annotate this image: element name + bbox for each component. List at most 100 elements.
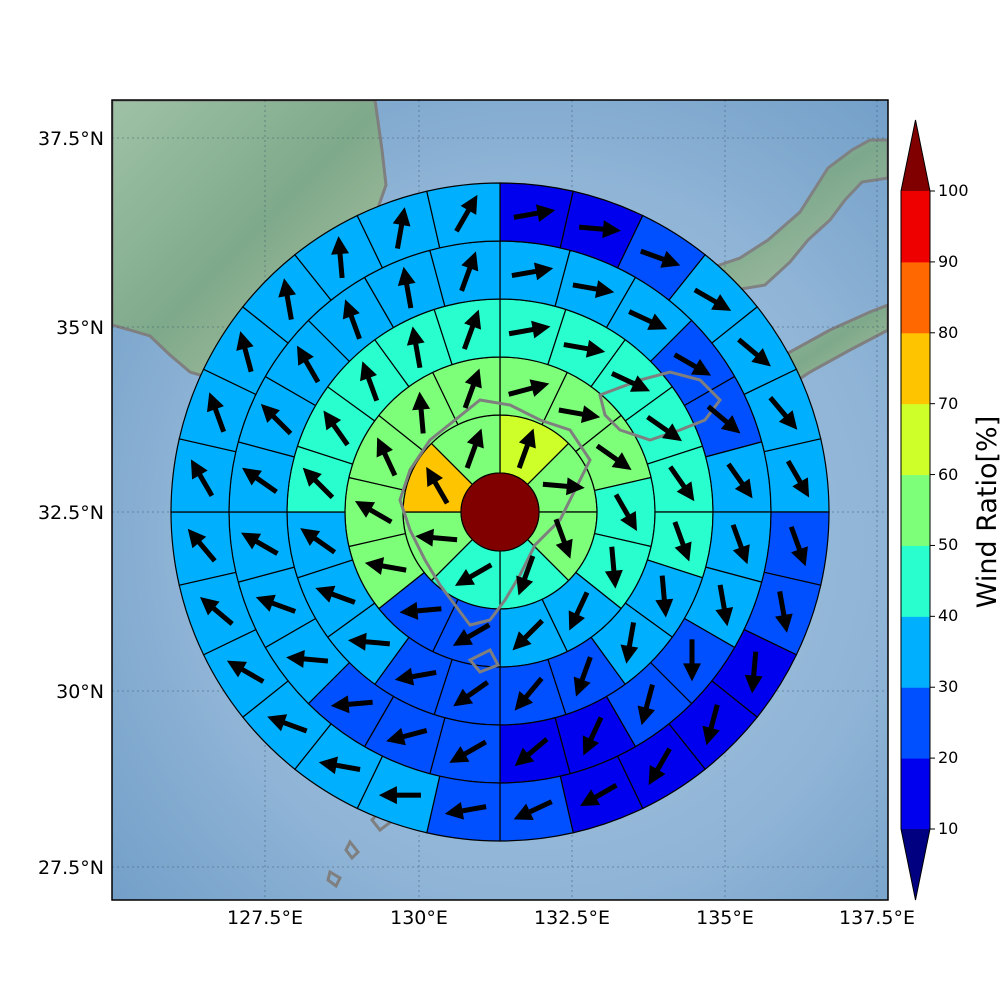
colorbar-tick-label: 80 <box>938 323 958 342</box>
lon-tick-label: 132.5°E <box>534 907 610 929</box>
wind-arrow <box>514 676 544 711</box>
wind-arrow <box>572 280 615 298</box>
wind-arrow <box>360 361 380 402</box>
map-frame <box>111 99 889 901</box>
wind-arrow <box>737 337 771 367</box>
wind-arrow <box>516 555 536 596</box>
wind-arrow <box>297 345 321 384</box>
colorbar-segment <box>901 403 930 476</box>
wind-arrow <box>573 656 593 697</box>
lon-tick-label: 135°E <box>696 907 754 929</box>
wind-arrow <box>702 704 720 746</box>
colorbar-tick-label: 100 <box>938 181 969 200</box>
map-area[interactable] <box>112 100 888 900</box>
wind-arrow <box>655 575 674 618</box>
wind-arrow <box>516 428 536 469</box>
wind-arrow <box>682 639 701 682</box>
wind-arrow <box>514 737 549 767</box>
lat-tick-label: 32.5°N <box>38 502 104 524</box>
latitude-axis: 37.5°N 35°N 32.5°N 30°N 27.5°N <box>38 128 104 879</box>
wind-arrow <box>318 756 361 775</box>
wind-arrow <box>255 594 297 614</box>
wind-arrow <box>354 501 393 525</box>
wind-arrow <box>187 528 217 563</box>
wind-arrow <box>785 459 810 498</box>
wind-arrow <box>347 632 391 651</box>
lat-tick-label: 37.5°N <box>38 128 104 150</box>
wind-arrow <box>406 326 425 369</box>
wind-arrow <box>730 523 750 565</box>
wind-arrow <box>278 278 297 320</box>
wind-arrow <box>415 528 458 547</box>
wind-arrow <box>568 591 590 631</box>
lat-tick-label: 27.5°N <box>38 857 104 879</box>
colorbar-tick-label: 40 <box>938 606 958 625</box>
center-disc <box>460 472 540 552</box>
wind-arrow <box>226 660 265 684</box>
wind-arrow <box>508 320 551 339</box>
wind-arrow <box>628 309 668 330</box>
wind-arrow <box>668 465 695 502</box>
colorbar-min-extend <box>901 829 930 900</box>
wind-arrow <box>459 251 479 292</box>
wind-arrow <box>399 601 442 620</box>
wind-arrow <box>453 680 490 707</box>
wind-arrow <box>342 299 362 340</box>
colorbar-title: Wind Ratio[%] <box>972 416 1000 608</box>
colorbar-segment <box>901 191 930 263</box>
wind-arrow <box>426 466 450 505</box>
lon-tick-label: 137.5°E <box>839 907 915 929</box>
wind-arrow <box>444 801 487 820</box>
wind-arrow <box>610 371 651 392</box>
wind-arrow <box>241 532 279 556</box>
wind-arrow <box>553 518 573 559</box>
wind-arrow <box>330 695 373 714</box>
colorbar-tick-label: 90 <box>938 252 958 271</box>
wind-arrow <box>315 585 356 605</box>
colorbar-segment <box>901 261 930 334</box>
colorbar-tick-label: 70 <box>938 394 958 413</box>
wind-arrow <box>563 339 606 358</box>
wind-arrow <box>604 546 623 589</box>
wind-arrow <box>267 714 308 734</box>
wind-arrow <box>613 493 637 532</box>
wind-arrow <box>726 462 753 499</box>
colorbar <box>900 119 935 901</box>
wind-arrow <box>637 684 655 726</box>
wind-arrow <box>513 799 553 820</box>
colorbar-segment <box>901 758 930 830</box>
wind-arrow <box>558 405 601 424</box>
wind-arrow <box>508 379 550 397</box>
colorbar-tick-label: 30 <box>938 677 958 696</box>
wind-arrow <box>788 525 808 567</box>
wind-arrow <box>331 236 350 279</box>
colorbar-segment <box>901 332 930 405</box>
wind-arrow <box>286 650 329 668</box>
colorbar-segment <box>901 545 930 617</box>
colorbar-segment <box>901 687 930 759</box>
wind-arrow <box>462 368 482 409</box>
wind-arrow <box>397 266 416 309</box>
wind-arrow <box>378 786 421 805</box>
lon-tick-label: 127.5°E <box>227 907 303 929</box>
wind-arrow <box>673 352 712 376</box>
wind-arrow <box>462 309 482 350</box>
wind-arrow <box>412 391 431 434</box>
wind-arrow <box>578 220 622 239</box>
wind-arrow <box>376 437 398 477</box>
wind-arrow <box>639 248 681 268</box>
wind-arrow <box>464 428 484 469</box>
lat-tick-label: 30°N <box>56 681 104 703</box>
wind-arrow <box>693 287 732 311</box>
wind-arrow <box>620 621 639 664</box>
wind-arrow <box>300 528 337 555</box>
colorbar-max-extend <box>901 120 930 191</box>
wind-arrow <box>768 395 798 430</box>
wind-arrow <box>706 404 741 434</box>
wind-direction-arrows <box>187 194 810 820</box>
wind-arrow <box>511 262 554 281</box>
wind-arrow <box>580 782 618 807</box>
wind-arrow <box>386 727 428 746</box>
wind-arrow <box>646 414 682 442</box>
